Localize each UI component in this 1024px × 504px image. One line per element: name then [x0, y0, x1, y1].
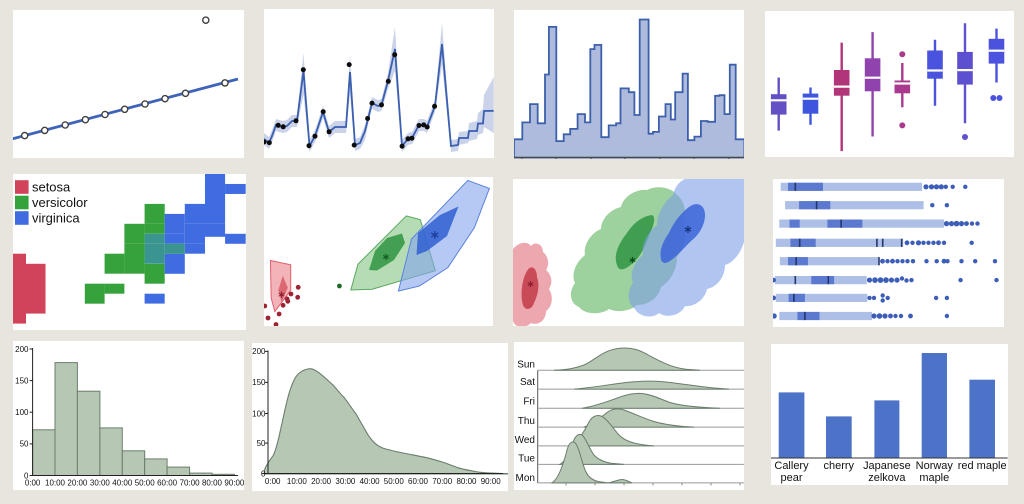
svg-text:10:00: 10:00 — [45, 479, 66, 488]
svg-text:versicolor: versicolor — [32, 195, 88, 210]
svg-text:30:00: 30:00 — [335, 476, 356, 485]
svg-text:60:00: 60:00 — [408, 476, 429, 485]
svg-text:50: 50 — [20, 440, 29, 449]
svg-text:50:00: 50:00 — [135, 479, 156, 488]
svg-text:150: 150 — [15, 376, 29, 385]
svg-text:Sat: Sat — [520, 377, 535, 388]
svg-text:50: 50 — [256, 438, 265, 447]
svg-text:maple: maple — [920, 472, 950, 484]
svg-text:200: 200 — [252, 347, 266, 356]
svg-text:pear: pear — [781, 472, 803, 484]
svg-text:150: 150 — [252, 378, 266, 387]
svg-text:0:00: 0:00 — [265, 476, 281, 485]
svg-text:Thu: Thu — [518, 416, 535, 427]
svg-text:50:00: 50:00 — [383, 476, 404, 485]
svg-text:60:00: 60:00 — [157, 479, 178, 488]
svg-text:20:00: 20:00 — [311, 476, 332, 485]
svg-text:30:00: 30:00 — [90, 479, 111, 488]
svg-text:70:00: 70:00 — [432, 476, 453, 485]
svg-text:0: 0 — [24, 471, 29, 480]
svg-text:Mon: Mon — [516, 473, 535, 484]
svg-text:70:00: 70:00 — [180, 479, 201, 488]
svg-text:40:00: 40:00 — [359, 476, 380, 485]
svg-text:cherry: cherry — [824, 460, 855, 472]
svg-text:Norway: Norway — [916, 460, 954, 472]
svg-text:Fri: Fri — [523, 396, 535, 407]
svg-text:red maple: red maple — [958, 460, 1007, 472]
svg-text:90:00: 90:00 — [480, 476, 501, 485]
svg-text:20:00: 20:00 — [67, 479, 88, 488]
svg-text:0: 0 — [261, 469, 266, 478]
svg-text:zelkova: zelkova — [869, 472, 907, 484]
svg-text:100: 100 — [15, 408, 29, 417]
svg-text:40:00: 40:00 — [112, 479, 133, 488]
svg-text:90:00: 90:00 — [224, 479, 243, 488]
svg-text:setosa: setosa — [32, 179, 71, 194]
svg-text:virginica: virginica — [32, 210, 80, 225]
svg-text:Wed: Wed — [515, 435, 535, 446]
svg-text:Japanese: Japanese — [863, 460, 911, 472]
svg-text:Callery: Callery — [775, 460, 810, 472]
svg-text:80:00: 80:00 — [456, 476, 477, 485]
svg-text:200: 200 — [15, 345, 29, 354]
svg-text:80:00: 80:00 — [202, 479, 223, 488]
svg-text:10:00: 10:00 — [287, 476, 308, 485]
svg-text:100: 100 — [252, 409, 266, 418]
svg-text:Sun: Sun — [517, 359, 535, 370]
svg-text:Tue: Tue — [518, 453, 535, 464]
svg-text:0:00: 0:00 — [25, 479, 41, 488]
